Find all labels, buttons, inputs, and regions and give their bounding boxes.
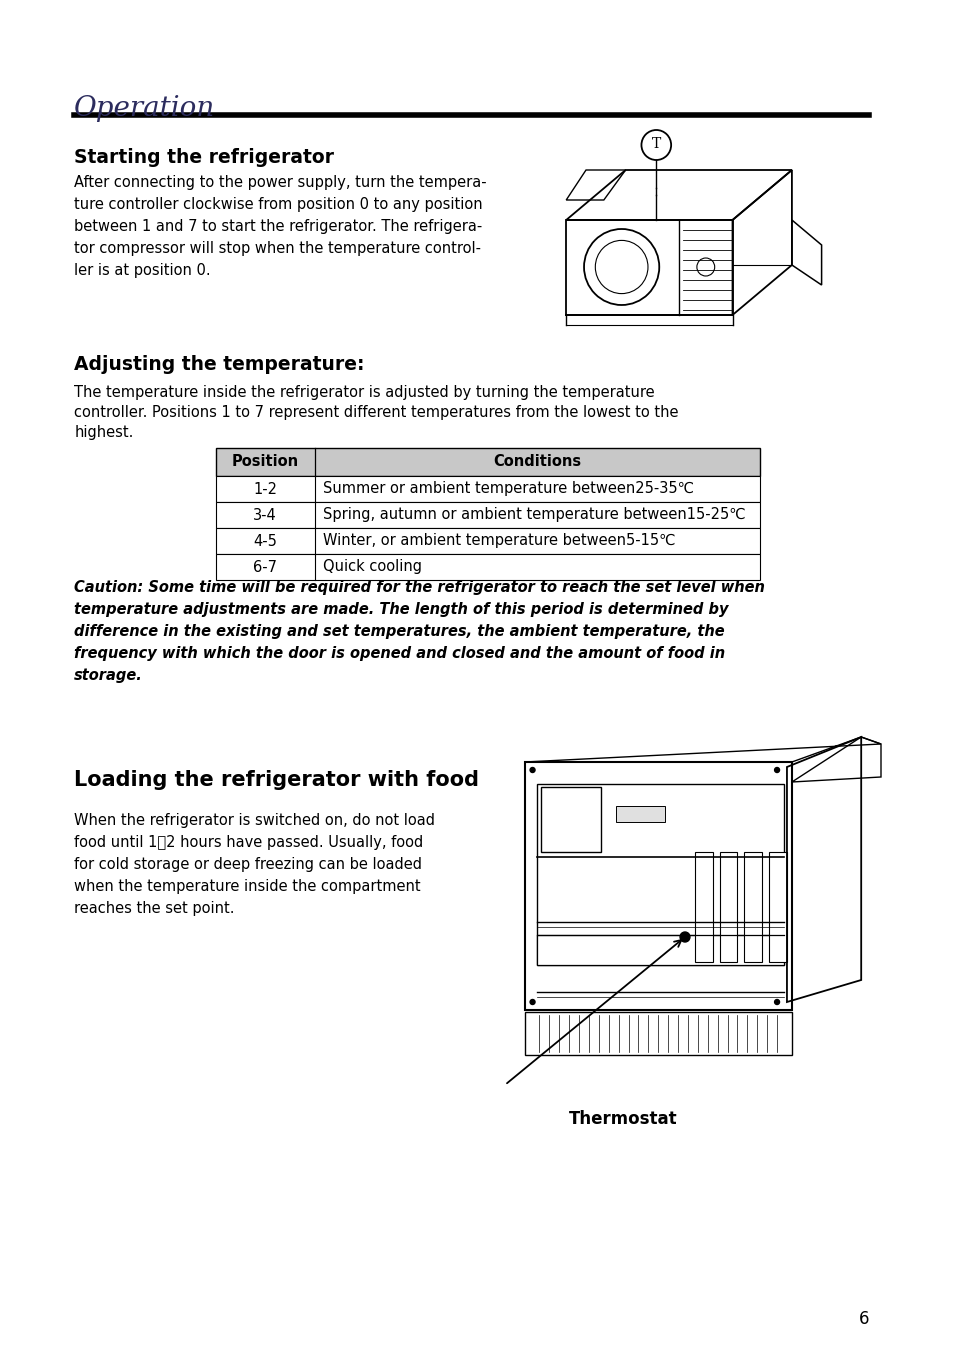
FancyBboxPatch shape xyxy=(536,784,783,965)
FancyBboxPatch shape xyxy=(215,502,760,528)
FancyBboxPatch shape xyxy=(743,852,761,963)
Ellipse shape xyxy=(530,999,535,1004)
Text: controller. Positions 1 to 7 represent different temperatures from the lowest to: controller. Positions 1 to 7 represent d… xyxy=(74,405,678,420)
Text: highest.: highest. xyxy=(74,425,133,440)
FancyBboxPatch shape xyxy=(719,852,737,963)
Text: reaches the set point.: reaches the set point. xyxy=(74,900,234,917)
Text: Caution: Some time will be required for the refrigerator to reach the set level : Caution: Some time will be required for … xyxy=(74,580,764,595)
Text: Adjusting the temperature:: Adjusting the temperature: xyxy=(74,355,364,374)
Text: Spring, autumn or ambient temperature between15-25℃: Spring, autumn or ambient temperature be… xyxy=(322,508,744,522)
Text: Position: Position xyxy=(232,455,298,470)
FancyBboxPatch shape xyxy=(524,1012,791,1054)
Text: The temperature inside the refrigerator is adjusted by turning the temperature: The temperature inside the refrigerator … xyxy=(74,385,654,400)
FancyBboxPatch shape xyxy=(215,448,760,477)
Text: Conditions: Conditions xyxy=(493,455,581,470)
Text: when the temperature inside the compartment: when the temperature inside the compartm… xyxy=(74,879,420,894)
Ellipse shape xyxy=(530,768,535,772)
Ellipse shape xyxy=(679,931,689,942)
Text: for cold storage or deep freezing can be loaded: for cold storage or deep freezing can be… xyxy=(74,857,422,872)
Text: frequency with which the door is opened and closed and the amount of food in: frequency with which the door is opened … xyxy=(74,647,724,662)
Text: Winter, or ambient temperature between5-15℃: Winter, or ambient temperature between5-… xyxy=(322,533,675,548)
FancyBboxPatch shape xyxy=(215,477,760,502)
Ellipse shape xyxy=(640,130,671,161)
FancyBboxPatch shape xyxy=(524,761,791,1010)
Text: Quick cooling: Quick cooling xyxy=(322,559,421,575)
Text: food until 1～2 hours have passed. Usually, food: food until 1～2 hours have passed. Usuall… xyxy=(74,836,423,850)
Text: temperature adjustments are made. The length of this period is determined by: temperature adjustments are made. The le… xyxy=(74,602,728,617)
Text: After connecting to the power supply, turn the tempera-: After connecting to the power supply, tu… xyxy=(74,176,486,190)
Text: ler is at position 0.: ler is at position 0. xyxy=(74,263,211,278)
FancyBboxPatch shape xyxy=(215,528,760,554)
Text: 1-2: 1-2 xyxy=(253,482,277,497)
Text: Starting the refrigerator: Starting the refrigerator xyxy=(74,148,334,167)
FancyBboxPatch shape xyxy=(768,852,786,963)
Ellipse shape xyxy=(774,768,779,772)
Text: between 1 and 7 to start the refrigerator. The refrigera-: between 1 and 7 to start the refrigerato… xyxy=(74,219,482,234)
Text: Operation: Operation xyxy=(74,95,215,122)
Text: Loading the refrigerator with food: Loading the refrigerator with food xyxy=(74,769,478,790)
Text: ture controller clockwise from position 0 to any position: ture controller clockwise from position … xyxy=(74,197,482,212)
FancyBboxPatch shape xyxy=(536,936,783,965)
FancyBboxPatch shape xyxy=(615,806,664,822)
Ellipse shape xyxy=(774,999,779,1004)
Text: Summer or ambient temperature between25-35℃: Summer or ambient temperature between25-… xyxy=(322,482,693,497)
Text: difference in the existing and set temperatures, the ambient temperature, the: difference in the existing and set tempe… xyxy=(74,624,724,639)
FancyBboxPatch shape xyxy=(541,787,600,852)
FancyBboxPatch shape xyxy=(215,554,760,580)
Text: 4-5: 4-5 xyxy=(253,533,277,548)
Text: When the refrigerator is switched on, do not load: When the refrigerator is switched on, do… xyxy=(74,813,435,828)
Text: T: T xyxy=(651,136,660,151)
Text: 3-4: 3-4 xyxy=(253,508,277,522)
Text: 6-7: 6-7 xyxy=(253,559,277,575)
Text: Thermostat: Thermostat xyxy=(569,1110,678,1129)
FancyBboxPatch shape xyxy=(694,852,712,963)
Text: tor compressor will stop when the temperature control-: tor compressor will stop when the temper… xyxy=(74,242,480,256)
Text: storage.: storage. xyxy=(74,668,143,683)
Text: 6: 6 xyxy=(858,1310,868,1328)
